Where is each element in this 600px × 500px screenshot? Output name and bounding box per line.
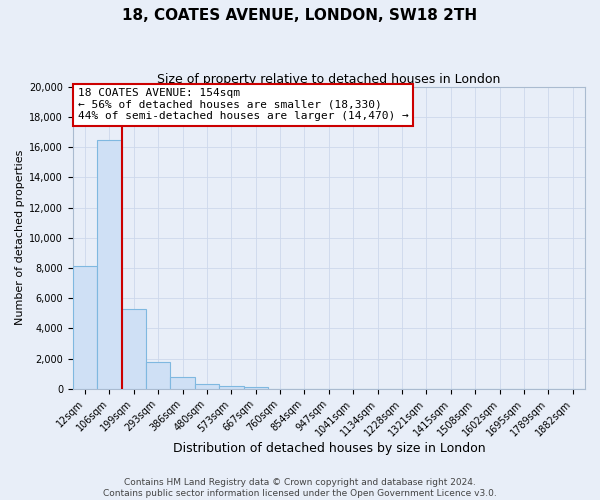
Bar — [244, 388, 268, 389]
Bar — [170, 377, 195, 389]
Bar — [219, 386, 244, 389]
Bar — [97, 140, 122, 389]
X-axis label: Distribution of detached houses by size in London: Distribution of detached houses by size … — [173, 442, 485, 455]
Y-axis label: Number of detached properties: Number of detached properties — [15, 150, 25, 326]
Bar — [73, 266, 97, 389]
Bar — [122, 309, 146, 389]
Text: 18 COATES AVENUE: 154sqm
← 56% of detached houses are smaller (18,330)
44% of se: 18 COATES AVENUE: 154sqm ← 56% of detach… — [78, 88, 409, 122]
Text: Contains HM Land Registry data © Crown copyright and database right 2024.
Contai: Contains HM Land Registry data © Crown c… — [103, 478, 497, 498]
Bar — [195, 384, 219, 389]
Text: 18, COATES AVENUE, LONDON, SW18 2TH: 18, COATES AVENUE, LONDON, SW18 2TH — [122, 8, 478, 22]
Bar — [146, 362, 170, 389]
Title: Size of property relative to detached houses in London: Size of property relative to detached ho… — [157, 72, 500, 86]
